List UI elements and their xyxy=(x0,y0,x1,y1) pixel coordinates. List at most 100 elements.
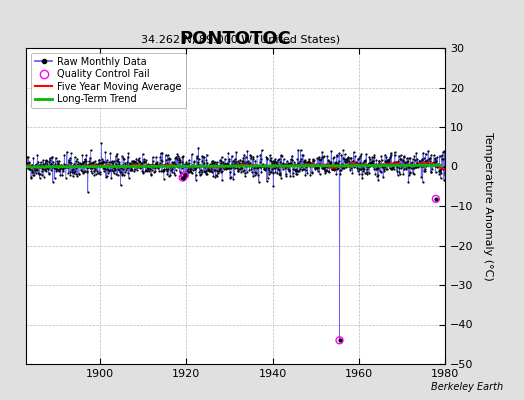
Point xyxy=(350,164,358,170)
Point xyxy=(311,162,319,168)
Point xyxy=(85,163,94,169)
Point xyxy=(382,158,390,165)
Point xyxy=(306,172,314,178)
Point xyxy=(53,166,62,173)
Point xyxy=(97,160,105,166)
Point xyxy=(120,156,128,162)
Point xyxy=(156,157,165,164)
Point xyxy=(335,337,344,344)
Point xyxy=(67,160,75,166)
Point xyxy=(58,172,67,178)
Point xyxy=(419,163,428,169)
Point xyxy=(27,174,36,180)
Point xyxy=(102,174,110,180)
Point xyxy=(131,158,139,165)
Point xyxy=(332,161,340,167)
Point xyxy=(221,161,230,168)
Point xyxy=(206,163,214,169)
Point xyxy=(100,158,108,165)
Point xyxy=(293,168,301,174)
Point xyxy=(285,168,293,174)
Point xyxy=(354,166,363,173)
Point xyxy=(70,160,78,167)
Point xyxy=(290,167,299,173)
Point xyxy=(35,175,43,181)
Point xyxy=(379,166,388,172)
Point xyxy=(260,163,269,169)
Point xyxy=(408,159,416,166)
Point xyxy=(177,173,185,180)
Point xyxy=(167,162,176,169)
Point xyxy=(355,171,364,178)
Point xyxy=(114,166,122,172)
Point xyxy=(375,158,383,164)
Point xyxy=(54,160,62,166)
Point xyxy=(368,154,376,160)
Point xyxy=(43,161,51,168)
Point xyxy=(137,162,146,169)
Point xyxy=(217,154,226,160)
Point xyxy=(368,158,376,165)
Point xyxy=(73,162,82,168)
Point xyxy=(258,162,267,169)
Point xyxy=(250,168,259,175)
Point xyxy=(80,158,89,165)
Point xyxy=(396,161,404,167)
Point xyxy=(399,171,408,178)
Point xyxy=(314,163,322,170)
Point xyxy=(400,160,409,166)
Point xyxy=(30,166,39,173)
Point xyxy=(239,154,247,161)
Point xyxy=(199,163,207,169)
Point xyxy=(390,165,398,172)
Point xyxy=(246,160,254,166)
Point xyxy=(189,163,198,170)
Point xyxy=(245,161,253,168)
Point xyxy=(157,158,166,164)
Point xyxy=(407,162,416,168)
Point xyxy=(59,165,67,172)
Point xyxy=(150,163,159,169)
Point xyxy=(63,148,71,155)
Point xyxy=(36,159,45,165)
Point xyxy=(279,162,288,169)
Point xyxy=(314,165,322,171)
Point xyxy=(180,173,188,179)
Point xyxy=(241,170,249,176)
Point xyxy=(282,172,290,179)
Point xyxy=(89,159,97,165)
Point xyxy=(359,168,367,174)
Point xyxy=(230,171,238,178)
Point xyxy=(147,167,156,174)
Point xyxy=(33,167,41,173)
Point xyxy=(72,158,80,165)
Point xyxy=(48,154,56,160)
Point xyxy=(369,162,378,169)
Point xyxy=(203,159,212,166)
Point xyxy=(364,164,373,170)
Point xyxy=(67,172,75,178)
Point xyxy=(101,162,110,169)
Point xyxy=(45,170,53,176)
Point xyxy=(397,156,406,162)
Point xyxy=(325,158,333,164)
Point xyxy=(342,156,351,162)
Point xyxy=(392,158,401,165)
Point xyxy=(113,157,122,163)
Point xyxy=(157,150,165,156)
Point xyxy=(317,156,325,162)
Point xyxy=(240,167,248,174)
Point xyxy=(67,150,75,156)
Point xyxy=(414,164,422,170)
Point xyxy=(294,147,302,153)
Point xyxy=(197,166,205,173)
Point xyxy=(358,160,367,166)
Point xyxy=(171,167,180,174)
Point xyxy=(264,164,272,171)
Point xyxy=(125,174,133,181)
Point xyxy=(94,161,102,167)
Point xyxy=(140,158,148,164)
Point xyxy=(184,157,193,164)
Point xyxy=(237,164,245,170)
Point xyxy=(437,166,445,172)
